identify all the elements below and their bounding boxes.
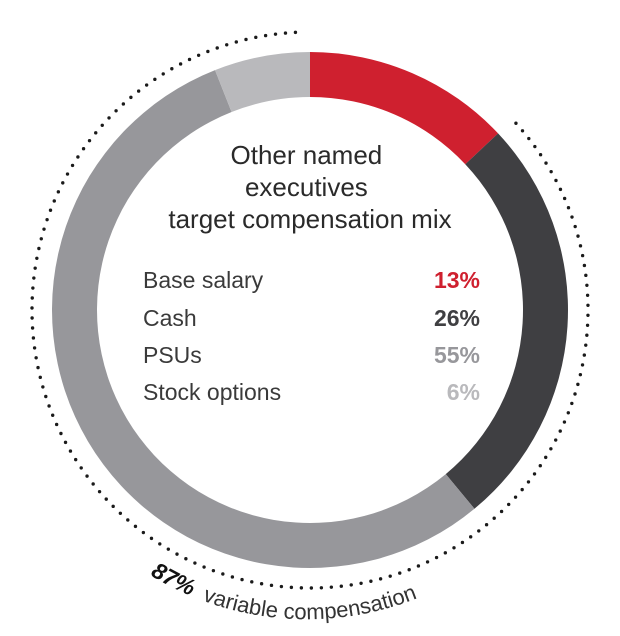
variable-compensation-dotted-arc [30,30,590,590]
slice-cash [445,133,569,509]
title-line-1: Other named [231,140,383,170]
variable-compensation-text: variable compensation [201,579,420,624]
chart-title: Other named executives target compensati… [168,140,451,234]
slice-psus [51,70,475,568]
legend-label-cash: Cash [143,305,197,331]
slice-base-salary [310,52,499,165]
legend-label-base-salary: Base salary [143,267,264,293]
legend-value-base-salary: 13% [434,267,480,293]
legend-value-psus: 55% [434,342,480,368]
donut-slices [51,52,569,568]
title-line-3: target compensation mix [168,204,451,234]
slice-stock-options [215,52,310,112]
legend: Base salary Cash PSUs Stock options 13% … [143,267,480,405]
legend-label-psus: PSUs [143,342,202,368]
title-line-2: executives [245,172,368,202]
legend-label-stock-options: Stock options [143,379,281,405]
variable-compensation-value: 87% [147,557,199,601]
variable-compensation-note: 87% variable compensation [147,557,419,624]
legend-value-stock-options: 6% [447,379,480,405]
legend-value-cash: 26% [434,305,480,331]
